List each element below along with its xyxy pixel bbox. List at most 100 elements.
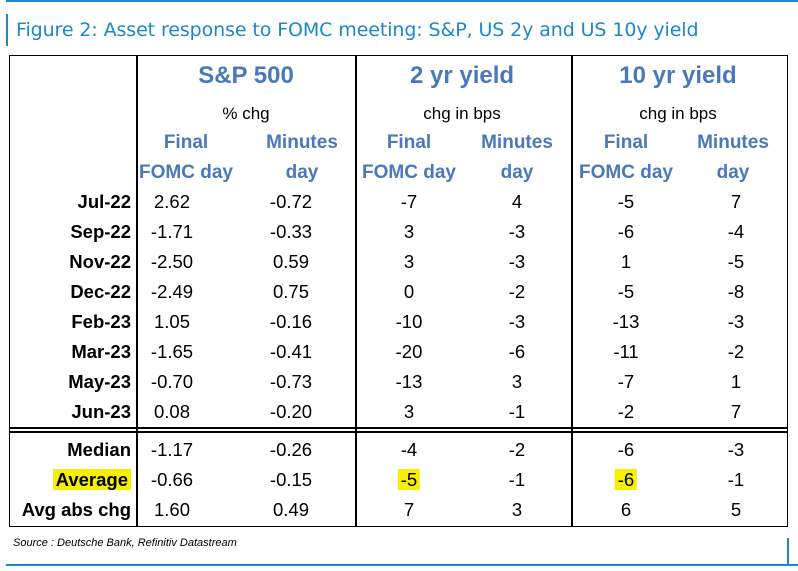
cell-2yr-minutes: -3: [508, 311, 526, 332]
cell-2yr-final: -4: [400, 439, 418, 460]
cell-sp500-final: -1.71: [150, 221, 194, 242]
cell-10yr-final: -13: [612, 311, 640, 332]
subheader-minutes-line2: day: [285, 162, 319, 183]
subheader-final-line2: FOMC day: [579, 162, 673, 183]
group-title-2yr: 2 yr yield: [409, 62, 515, 89]
data-table: S&P 500 % chg 2 yr yield chg in bps 10 y…: [9, 55, 788, 527]
col-divider-2yr: [571, 56, 573, 526]
source-note: Source : Deutsche Bank, Refinitiv Datast…: [13, 537, 237, 549]
figure-title: Figure 2: Asset response to FOMC meeting…: [16, 19, 699, 41]
cell-sp500-final: 2.62: [153, 191, 191, 212]
cell-10yr-final: -5: [617, 191, 635, 212]
cell-sp500-final: 1.05: [153, 311, 191, 332]
summary-divider-bottom: [10, 431, 787, 433]
row-label: Mar-23: [71, 341, 131, 362]
cell-10yr-final: 1: [620, 251, 632, 272]
cell-10yr-minutes: -3: [727, 439, 745, 460]
subheader-final-line2: FOMC day: [362, 162, 456, 183]
row-label: Jul-22: [77, 191, 131, 212]
group-unit-2yr: chg in bps: [423, 104, 501, 123]
cell-sp500-final: -2.49: [150, 281, 194, 302]
cell-2yr-final: -13: [395, 371, 423, 392]
row-label-wrap: Average: [52, 469, 131, 491]
cell-sp500-final: 1.60: [153, 499, 191, 520]
cell-10yr-final-wrap: -6: [614, 469, 638, 491]
cell-2yr-final: -20: [395, 341, 423, 362]
cell-10yr-minutes: -4: [727, 221, 745, 242]
cell-10yr-minutes: 1: [730, 371, 742, 392]
cell-10yr-minutes: 5: [730, 499, 742, 520]
cell-2yr-final: -7: [400, 191, 418, 212]
cell-2yr-final: 3: [403, 401, 415, 422]
cell-sp500-minutes: 0.59: [272, 251, 310, 272]
group-title-sp500: S&P 500: [198, 62, 294, 89]
cell-10yr-minutes: -3: [727, 311, 745, 332]
cell-10yr-final: 6: [620, 499, 632, 520]
cell-10yr-minutes: -5: [727, 251, 745, 272]
cell-sp500-final: -0.66: [150, 469, 194, 490]
col-divider-label: [136, 56, 138, 526]
subheader-minutes-line2: day: [500, 162, 534, 183]
row-label: Average: [52, 469, 131, 490]
cell-2yr-minutes: 3: [511, 499, 523, 520]
cell-10yr-final: -6: [617, 439, 635, 460]
cell-2yr-final: 0: [403, 281, 415, 302]
cell-2yr-minutes: 4: [511, 191, 523, 212]
cell-2yr-minutes: -1: [508, 401, 526, 422]
subheader-final-line1: Final: [163, 132, 209, 153]
group-unit-sp500: % chg: [222, 104, 270, 123]
cell-2yr-minutes: 3: [511, 371, 523, 392]
cell-10yr-minutes: -2: [727, 341, 745, 362]
cell-sp500-minutes: -0.15: [269, 469, 313, 490]
cell-10yr-final: -11: [613, 341, 639, 362]
cell-2yr-minutes: -3: [508, 251, 526, 272]
bottom-rule: [6, 564, 798, 566]
row-label: Avg abs chg: [21, 499, 131, 520]
cell-sp500-minutes: -0.20: [269, 401, 313, 422]
row-label: Dec-22: [70, 281, 131, 302]
subheader-minutes-line2: day: [716, 162, 750, 183]
col-divider-sp500: [355, 56, 357, 526]
cell-2yr-final: 3: [403, 221, 415, 242]
cell-2yr-final: -5: [397, 469, 421, 490]
subheader-minutes-line1: Minutes: [481, 132, 553, 153]
cell-sp500-final: -1.65: [150, 341, 194, 362]
cell-10yr-final: -2: [617, 401, 635, 422]
cell-10yr-final: -7: [617, 371, 635, 392]
subheader-minutes-line1: Minutes: [266, 132, 338, 153]
cell-sp500-minutes: -0.16: [269, 311, 313, 332]
cell-10yr-final: -6: [617, 221, 635, 242]
row-label: May-23: [68, 371, 131, 392]
cell-2yr-minutes: -3: [508, 221, 526, 242]
cell-10yr-minutes: -8: [727, 281, 745, 302]
cell-sp500-final: -0.70: [150, 371, 194, 392]
cell-sp500-minutes: -0.41: [269, 341, 313, 362]
subheader-final-line1: Final: [603, 132, 649, 153]
cell-10yr-minutes: 7: [730, 401, 742, 422]
cell-10yr-minutes: -1: [727, 469, 745, 490]
cell-2yr-final: 7: [403, 499, 415, 520]
cell-sp500-final: -1.17: [150, 439, 194, 460]
cell-2yr-final: 3: [403, 251, 415, 272]
cell-2yr-minutes: -6: [508, 341, 526, 362]
title-accent-bar: [6, 14, 8, 46]
cell-10yr-minutes: 7: [730, 191, 742, 212]
cell-sp500-minutes: 0.49: [272, 499, 310, 520]
cell-sp500-final: 0.08: [153, 401, 191, 422]
cell-2yr-final-wrap: -5: [397, 469, 421, 491]
cell-sp500-final: -2.50: [150, 251, 194, 272]
cell-sp500-minutes: -0.26: [269, 439, 313, 460]
footer-accent-tick: [787, 538, 789, 564]
cell-sp500-minutes: -0.73: [269, 371, 313, 392]
row-label: Sep-22: [70, 221, 131, 242]
cell-2yr-minutes: -2: [508, 281, 526, 302]
subheader-minutes-line1: Minutes: [697, 132, 769, 153]
row-label: Median: [67, 439, 131, 460]
subheader-final-line1: Final: [386, 132, 432, 153]
cell-2yr-minutes: -1: [508, 469, 526, 490]
group-unit-10yr: chg in bps: [639, 104, 717, 123]
group-title-10yr: 10 yr yield: [619, 62, 737, 89]
cell-sp500-minutes: -0.72: [269, 191, 313, 212]
row-label: Jun-23: [71, 401, 131, 422]
cell-2yr-final: -10: [395, 311, 423, 332]
